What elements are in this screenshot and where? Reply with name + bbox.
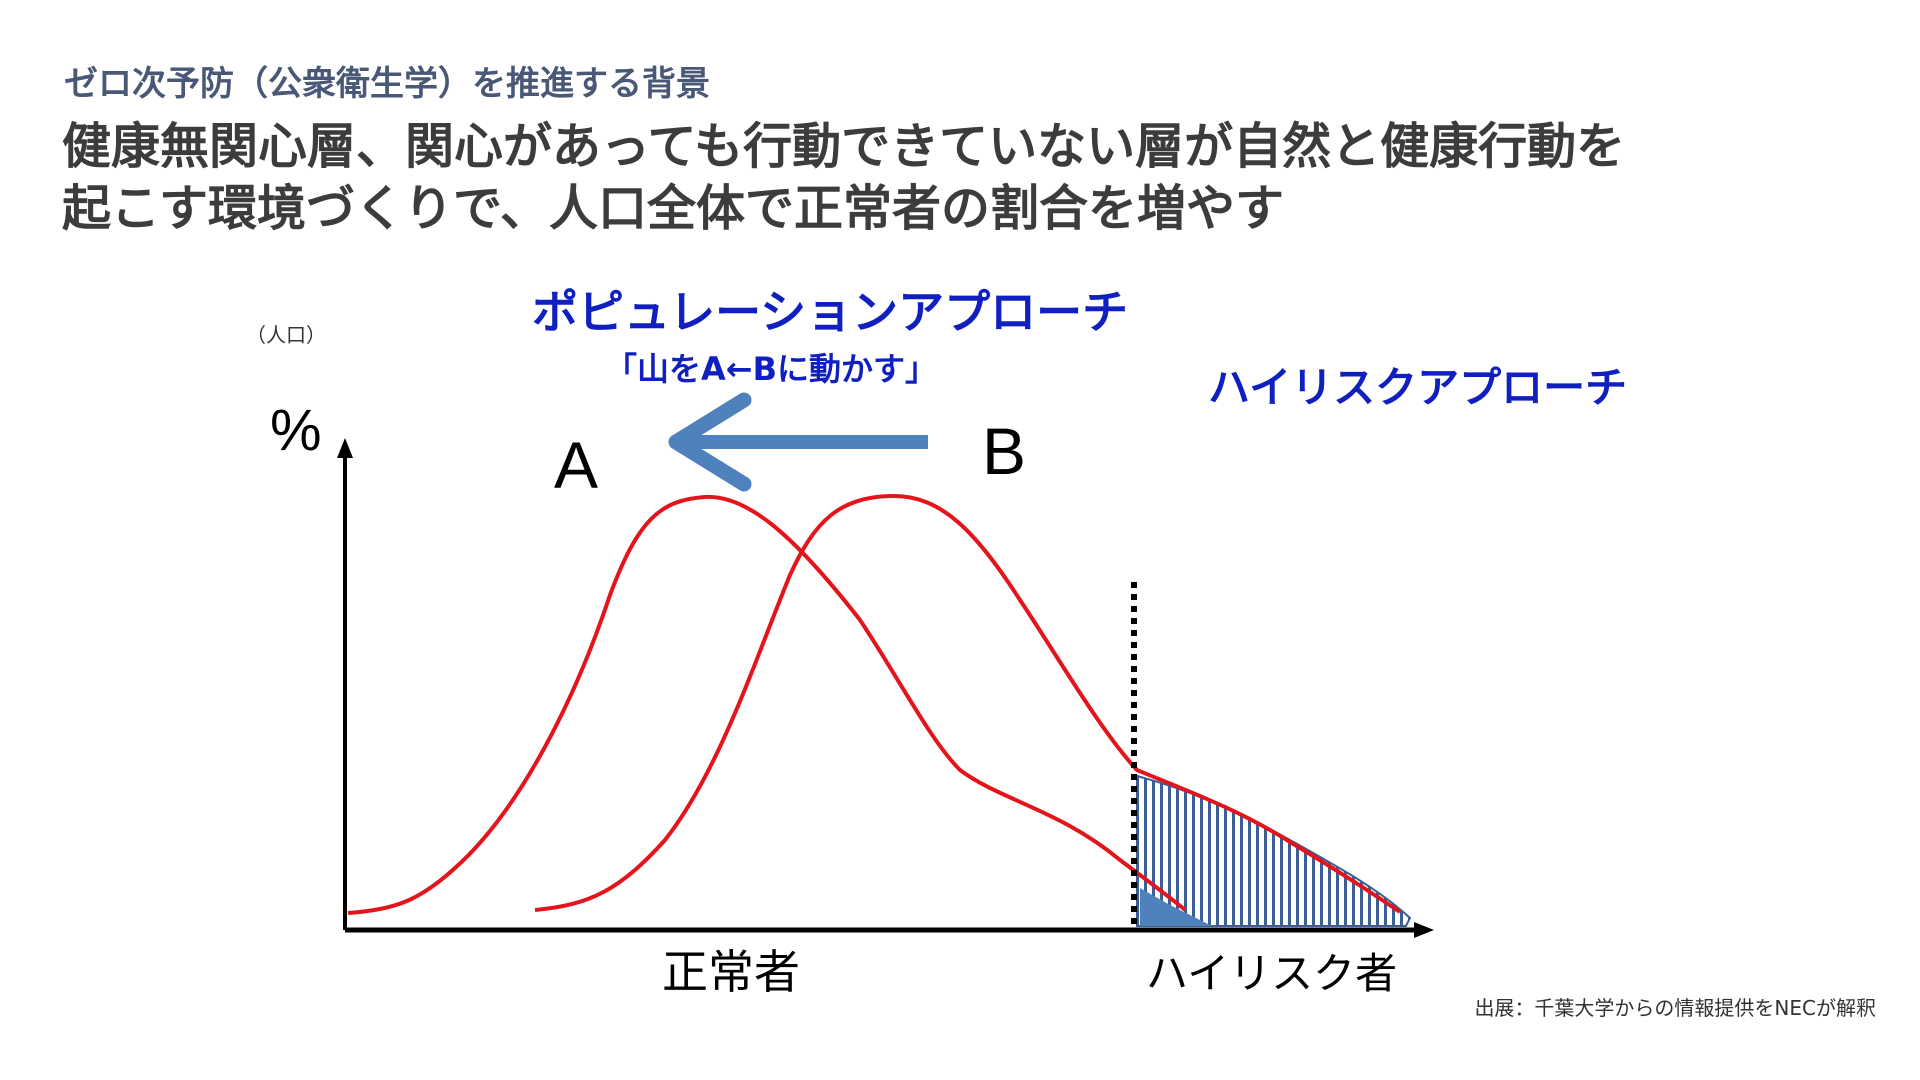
headline-line-2: 起こす環境づくりで、人口全体で正常者の割合を増やす bbox=[62, 180, 1285, 237]
x-axis-arrowhead bbox=[1414, 922, 1434, 938]
curve-a-label: A bbox=[554, 428, 598, 502]
unit-note: （人口） bbox=[246, 323, 326, 347]
curve-b-label: B bbox=[982, 414, 1026, 488]
source-credit: 出展：千葉大学からの情報提供をNECが解釈 bbox=[1474, 996, 1876, 1020]
population-approach-title: ポピュレーションアプローチ bbox=[532, 285, 1128, 339]
population-approach-subtitle: 「山をA←Bに動かす」 bbox=[605, 350, 937, 388]
curve-a bbox=[347, 494, 1187, 915]
shift-arrow-icon bbox=[668, 392, 928, 492]
slide-headline: 健康無関心層、関心があっても行動できていない層が自然と健康行動を 起こす環境づく… bbox=[62, 116, 1762, 240]
y-axis-symbol: % bbox=[270, 398, 322, 463]
x-label-high-risk: ハイリスク者 bbox=[1146, 949, 1397, 998]
headline-line-1: 健康無関心層、関心があっても行動できていない層が自然と健康行動を bbox=[62, 118, 1626, 175]
y-axis-arrowhead bbox=[337, 438, 353, 458]
curve-b bbox=[534, 493, 1402, 914]
high-risk-solid-area bbox=[1140, 888, 1212, 926]
x-label-normal: 正常者 bbox=[662, 945, 800, 999]
high-risk-approach-title: ハイリスクアプローチ bbox=[1208, 363, 1627, 412]
slide-kicker: ゼロ次予防（公衆衛生学）を推進する背景 bbox=[64, 64, 710, 104]
